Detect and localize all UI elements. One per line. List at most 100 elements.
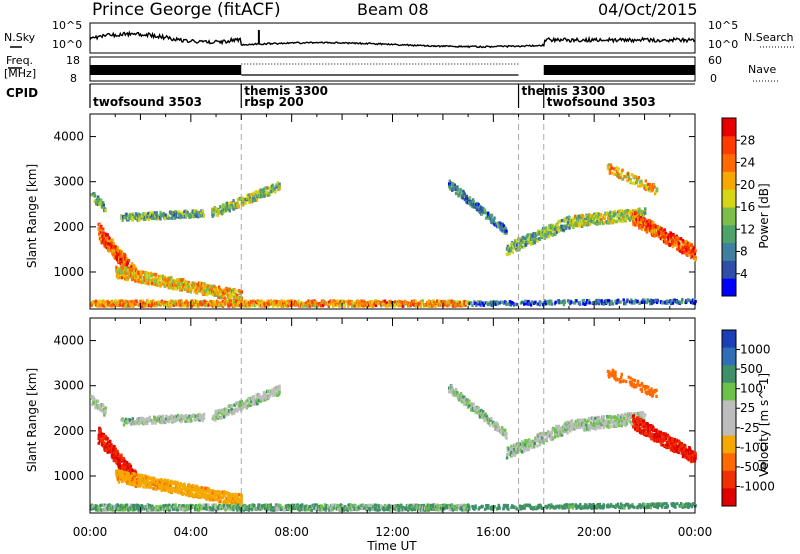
power-cell bbox=[131, 262, 134, 266]
power-cell bbox=[432, 300, 436, 304]
cpid-sublabel-1: rbsp 200 bbox=[244, 95, 303, 109]
power-cell bbox=[228, 287, 231, 291]
power-cell bbox=[626, 172, 630, 176]
power-cell bbox=[108, 236, 111, 241]
power-cell bbox=[557, 229, 560, 233]
power-cell bbox=[117, 267, 120, 271]
power-cell bbox=[142, 275, 146, 279]
velocity-cell bbox=[182, 417, 185, 421]
power-cell bbox=[162, 211, 165, 216]
power-cell bbox=[203, 282, 206, 286]
power-cell bbox=[148, 274, 151, 278]
velocity-cell bbox=[175, 415, 179, 419]
power-cell bbox=[122, 267, 125, 271]
power-cell bbox=[630, 217, 634, 221]
power-cell bbox=[172, 214, 175, 218]
power-cell bbox=[455, 191, 458, 195]
power-cell bbox=[136, 269, 139, 273]
power-cell bbox=[211, 207, 214, 211]
velocity-cell bbox=[224, 413, 228, 417]
power-cell bbox=[555, 227, 558, 231]
power-cell bbox=[268, 192, 271, 196]
velocity-cell bbox=[198, 418, 201, 422]
power-cell bbox=[239, 198, 242, 202]
velocity-cell bbox=[253, 401, 256, 405]
power-cell bbox=[141, 299, 145, 303]
power-cell bbox=[224, 208, 228, 212]
power-cell bbox=[212, 213, 215, 217]
power-cell bbox=[524, 299, 528, 304]
velocity-cell bbox=[173, 480, 177, 484]
velocity-cell bbox=[161, 479, 165, 483]
velocity-cell bbox=[98, 406, 101, 410]
power-cell bbox=[483, 208, 487, 212]
power-cell bbox=[563, 217, 567, 221]
power-cell bbox=[679, 300, 682, 304]
velocity-cell bbox=[216, 416, 220, 420]
velocity-cell bbox=[205, 486, 208, 490]
power-cell bbox=[577, 214, 581, 218]
velocity-cell bbox=[129, 474, 133, 479]
power-cell bbox=[224, 292, 228, 296]
power-cell bbox=[109, 239, 112, 243]
power-cell bbox=[120, 276, 124, 280]
power-cell bbox=[459, 192, 463, 196]
velocity-cell bbox=[171, 488, 175, 492]
power-cell bbox=[175, 281, 179, 285]
power-cell bbox=[199, 281, 202, 285]
power-cell bbox=[117, 299, 121, 303]
velocity-cell bbox=[192, 488, 195, 492]
velocity-cell bbox=[101, 503, 104, 507]
power-cell bbox=[648, 219, 651, 223]
power-cell bbox=[548, 226, 552, 230]
power-cell bbox=[98, 198, 101, 202]
power-cell bbox=[224, 205, 227, 209]
power-cell bbox=[92, 193, 95, 198]
freq-trace bbox=[90, 63, 695, 76]
power-cell bbox=[593, 221, 596, 225]
velocity-cell bbox=[182, 415, 185, 419]
velocity-cell bbox=[94, 404, 97, 408]
power-cell bbox=[661, 237, 664, 241]
power-cell bbox=[104, 209, 107, 213]
power-cell bbox=[608, 218, 611, 222]
power-cell bbox=[439, 301, 443, 306]
power-cell bbox=[112, 242, 116, 246]
power-cell bbox=[519, 243, 523, 247]
power-cell bbox=[629, 179, 632, 183]
power-cell bbox=[443, 300, 446, 304]
velocity-cell bbox=[278, 390, 281, 394]
power-cell bbox=[535, 237, 538, 241]
power-cell bbox=[587, 220, 590, 224]
freq-left-tick-top: 18 bbox=[66, 54, 80, 67]
velocity-cell bbox=[252, 395, 255, 399]
velocity-cell bbox=[113, 458, 116, 462]
power-cell bbox=[186, 304, 189, 308]
power-cell bbox=[669, 299, 672, 303]
power-cell bbox=[393, 303, 397, 307]
power-cell bbox=[505, 231, 508, 235]
power-cell bbox=[134, 212, 138, 216]
power-cell bbox=[638, 184, 642, 188]
power-cell bbox=[640, 179, 643, 183]
power-cell bbox=[609, 210, 612, 214]
power-cell bbox=[144, 273, 147, 277]
power-cell bbox=[633, 174, 636, 178]
power-cell bbox=[146, 215, 149, 219]
power-cell bbox=[216, 290, 219, 294]
power-cell bbox=[504, 230, 507, 234]
power-cell bbox=[156, 280, 160, 284]
power-cell bbox=[505, 252, 509, 256]
velocity-cell bbox=[202, 412, 206, 416]
power-cell bbox=[653, 234, 656, 238]
power-cell bbox=[147, 280, 150, 284]
nsearch-label: N.Search bbox=[744, 31, 794, 44]
power-cell bbox=[188, 215, 191, 219]
power-cell bbox=[628, 177, 631, 181]
colorbar-segment bbox=[722, 189, 736, 208]
velocity-cell bbox=[137, 480, 141, 484]
power-cell bbox=[601, 301, 604, 306]
power-cell bbox=[580, 219, 584, 223]
power-cell bbox=[563, 300, 567, 304]
power-cell bbox=[682, 241, 685, 245]
